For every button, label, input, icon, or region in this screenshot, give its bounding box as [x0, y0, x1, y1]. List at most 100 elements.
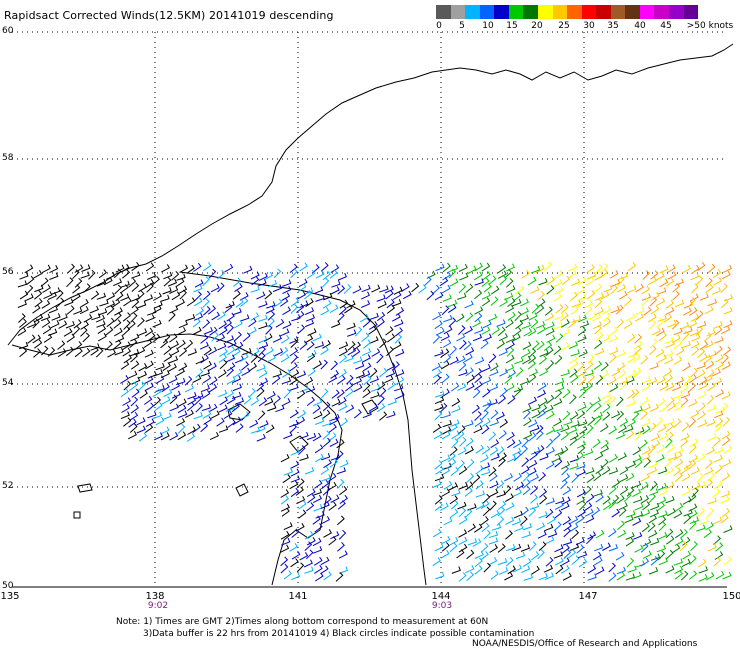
wind-barb [593, 283, 603, 293]
wind-barb [330, 531, 340, 540]
wind-barb [699, 293, 709, 301]
wind-barb [625, 532, 635, 540]
wind-barb [488, 431, 497, 441]
wind-barb [530, 318, 539, 329]
wind-barb [554, 389, 563, 400]
wind-barb [192, 326, 202, 335]
wind-barb [577, 326, 587, 336]
wind-barb [658, 331, 667, 342]
wind-barb [648, 529, 658, 539]
wind-barb [543, 341, 553, 351]
wind-barb [482, 270, 491, 281]
wind-barb [595, 493, 604, 503]
wind-barb [307, 349, 317, 358]
wind-barb [679, 541, 688, 552]
wind-barb [713, 556, 722, 567]
wind-barb [616, 410, 625, 421]
wind-barb [304, 541, 313, 551]
wind-barb [531, 410, 541, 419]
wind-barb [481, 291, 491, 300]
wind-barb [224, 263, 234, 273]
wind-barb [171, 390, 181, 399]
wind-barb [297, 283, 307, 293]
wind-barb [458, 516, 468, 525]
wind-barb [249, 419, 259, 428]
wind-barb [441, 467, 450, 476]
wind-barb [715, 406, 725, 414]
wind-barb [523, 573, 534, 581]
wind-barb [553, 345, 562, 355]
wind-barb [431, 362, 441, 371]
wind-barb [611, 278, 621, 287]
wind-barb [258, 300, 268, 308]
lat-label: 50 [2, 581, 14, 591]
wind-barb [544, 523, 554, 532]
wind-barb [435, 263, 445, 272]
wind-barb [328, 501, 337, 511]
wind-barb [513, 292, 522, 302]
wind-barb [627, 285, 637, 294]
wind-barb [432, 333, 441, 344]
wind-barb [457, 460, 465, 470]
wind-barb [58, 313, 68, 322]
wind-barb [203, 326, 213, 335]
wind-barb [657, 550, 666, 561]
colorbar-label: 25 [558, 21, 570, 31]
wind-barb [449, 446, 458, 456]
wind-barb [674, 376, 684, 385]
wind-barb [577, 361, 585, 372]
wind-barb [147, 272, 157, 280]
wind-barb [538, 277, 548, 286]
wind-barb [587, 373, 596, 384]
wind-barb [219, 359, 228, 370]
wind-barb [651, 327, 661, 336]
wind-barb [74, 347, 83, 358]
wind-barb [441, 542, 450, 552]
wind-barb [601, 334, 611, 343]
wind-barb [170, 340, 179, 350]
wind-barb [515, 481, 525, 491]
wind-barb [602, 466, 611, 476]
coastline-bay [11, 333, 343, 586]
wind-barb [690, 541, 698, 551]
wind-barb [554, 544, 564, 553]
wind-barb [114, 284, 122, 295]
wind-barb [306, 269, 316, 279]
wind-barb [714, 361, 724, 370]
wind-barb [568, 426, 578, 435]
wind-barb [176, 277, 185, 287]
wind-barb [258, 322, 268, 330]
wind-barb [257, 352, 266, 363]
wind-barb [113, 312, 122, 322]
wind-barb [369, 336, 379, 344]
wind-barb [314, 523, 323, 533]
wind-barb [480, 500, 490, 510]
wind-barb [713, 436, 721, 447]
wind-barb [640, 410, 648, 420]
wind-barb [506, 346, 515, 357]
wind-barb [306, 352, 316, 363]
wind-barb [474, 411, 482, 421]
wind-barb [465, 283, 474, 293]
wind-barb [584, 369, 594, 377]
wind-barb [281, 377, 292, 385]
wind-barb [657, 287, 667, 295]
wind-barb [161, 396, 171, 405]
wind-barb [290, 369, 300, 378]
wind-barb [441, 454, 451, 463]
wind-barb [720, 403, 728, 413]
wind-barb [521, 531, 531, 539]
colorbar-segment [479, 5, 495, 19]
wind-barb [328, 481, 337, 491]
wind-barb [567, 549, 577, 559]
wind-barb [608, 425, 618, 435]
wind-barb [136, 425, 146, 434]
wind-barb [611, 410, 621, 419]
wind-barb [25, 284, 34, 295]
wind-barb [19, 272, 29, 280]
wind-barb [632, 571, 642, 580]
wind-barb [489, 368, 499, 377]
wind-barb [591, 506, 601, 517]
wind-barb [681, 331, 690, 341]
wind-barb [608, 562, 616, 573]
